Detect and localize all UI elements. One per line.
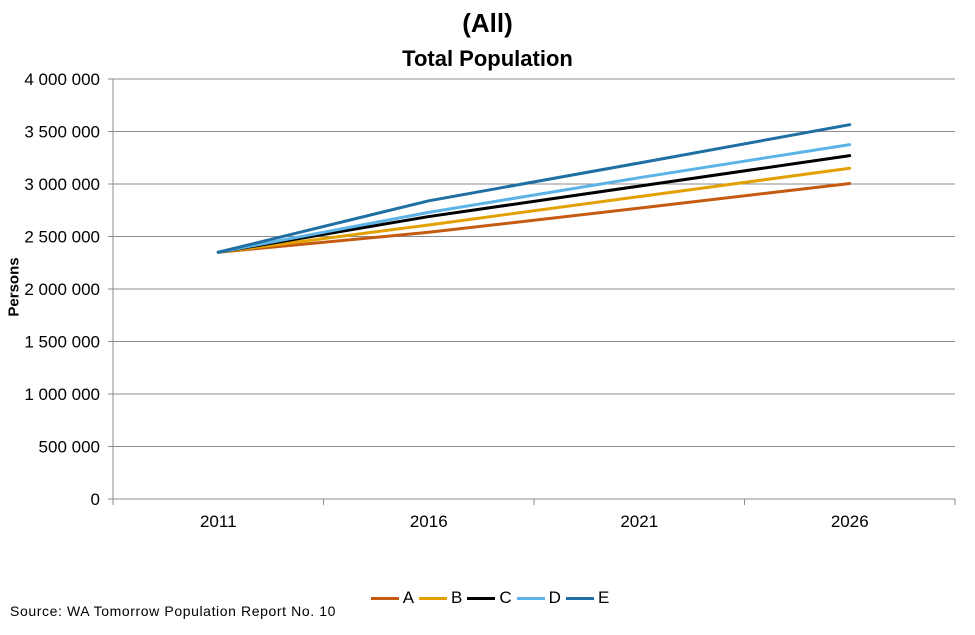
legend-swatch <box>565 596 594 600</box>
legend-swatch <box>467 596 496 600</box>
legend-swatch <box>370 596 399 600</box>
series-line-C <box>216 154 852 254</box>
y-tick-label: 2 000 000 <box>24 280 100 299</box>
legend: A B C D E <box>0 588 975 608</box>
legend-label: D <box>548 588 561 607</box>
legend-label: C <box>499 588 512 607</box>
legend-label: E <box>597 588 610 607</box>
x-tick-label: 2021 <box>620 512 658 531</box>
x-tick-label: 2016 <box>410 512 448 531</box>
chart-subtitle: Total Population <box>402 46 573 71</box>
legend-label: A <box>402 588 415 607</box>
series-line-B <box>216 166 852 254</box>
legend-item-A: A <box>370 588 415 608</box>
legend-item-C: C <box>467 588 512 608</box>
source-note: Source: WA Tomorrow Population Report No… <box>10 603 336 619</box>
series-line-E <box>216 123 852 254</box>
legend-swatch <box>419 596 448 600</box>
y-tick-label: 1 000 000 <box>24 385 100 404</box>
y-tick-label: 500 000 <box>39 438 100 457</box>
y-tick-label: 4 000 000 <box>24 70 100 89</box>
legend-item-B: B <box>419 588 462 608</box>
legend-label: B <box>451 588 463 607</box>
legend-item-E: E <box>565 588 610 608</box>
y-tick-label: 2 500 000 <box>24 228 100 247</box>
legend-swatch <box>516 596 545 600</box>
chart-title: (All) <box>462 8 513 38</box>
x-tick-label: 2011 <box>200 512 237 531</box>
series-line-D <box>216 143 852 254</box>
y-tick-label: 3 000 000 <box>24 175 100 194</box>
x-tick-label: 2026 <box>831 512 869 531</box>
legend-item-D: D <box>516 588 561 608</box>
series-line-A <box>216 181 852 254</box>
y-tick-label: 3 500 000 <box>24 123 100 142</box>
y-tick-label: 0 <box>91 490 100 509</box>
y-tick-label: 1 500 000 <box>24 333 100 352</box>
